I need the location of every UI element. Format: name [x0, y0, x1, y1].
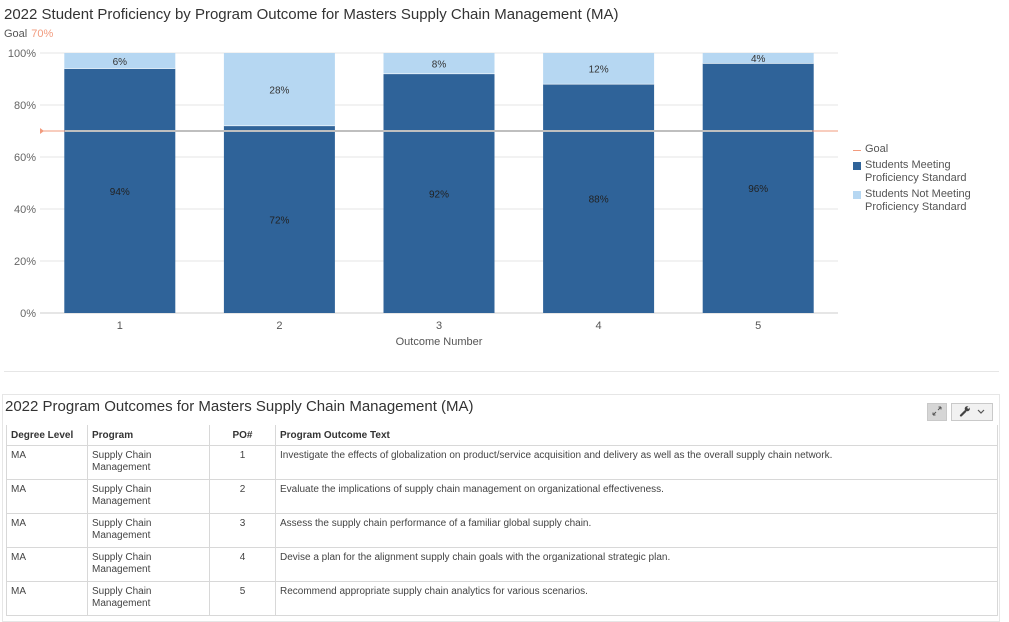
legend-item-goal[interactable]: Goal — [853, 143, 1003, 156]
data-label-not-meeting: 6% — [113, 57, 128, 68]
data-label-not-meeting: 4% — [751, 54, 766, 65]
bar-not-meeting — [223, 53, 335, 126]
header-outcome-text[interactable]: Program Outcome Text — [275, 425, 998, 446]
cell-po-number: 3 — [209, 513, 276, 548]
cell-degree-level: MA — [6, 513, 88, 548]
y-tick-label: 60% — [14, 152, 36, 164]
goal-line-swatch — [853, 150, 861, 151]
data-label-meeting: 94% — [110, 187, 130, 198]
chart-legend[interactable]: Goal Students Meeting Proficiency Standa… — [853, 143, 1003, 217]
goal-caption-label: Goal — [4, 28, 28, 40]
cell-degree-level: MA — [6, 581, 88, 616]
x-axis-label: Outcome Number — [396, 336, 483, 348]
header-degree-level[interactable]: Degree Level — [6, 425, 88, 446]
cell-outcome-text: Assess the supply chain performance of a… — [275, 513, 998, 548]
bar-meeting — [223, 125, 335, 313]
x-tick-label: 4 — [596, 320, 602, 332]
table-title: 2022 Program Outcomes for Masters Supply… — [5, 398, 474, 415]
bar-not-meeting — [64, 53, 176, 69]
settings-menu-button[interactable] — [951, 403, 993, 421]
goal-marker — [40, 128, 44, 134]
cell-program: Supply Chain Management — [87, 547, 210, 582]
outcomes-panel: 2022 Program Outcomes for Masters Supply… — [2, 394, 1000, 622]
data-label-meeting: 92% — [429, 189, 449, 200]
data-label-meeting: 88% — [589, 195, 609, 206]
legend-item-not-meeting[interactable]: Students Not Meeting Proficiency Standar… — [853, 188, 1003, 214]
data-label-meeting: 96% — [748, 184, 768, 195]
cell-outcome-text: Recommend appropriate supply chain analy… — [275, 581, 998, 616]
not-meeting-swatch — [853, 191, 861, 199]
cell-program: Supply Chain Management — [87, 581, 210, 616]
y-tick-label: 20% — [14, 256, 36, 268]
expand-icon — [932, 406, 942, 419]
y-tick-label: 80% — [14, 100, 36, 112]
cell-po-number: 5 — [209, 581, 276, 616]
bar-meeting — [702, 63, 814, 314]
cell-program: Supply Chain Management — [87, 513, 210, 548]
y-tick-label: 0% — [20, 308, 36, 320]
cell-degree-level: MA — [6, 547, 88, 582]
section-divider — [4, 371, 999, 372]
legend-label-meeting: Students Meeting Proficiency Standard — [865, 159, 967, 184]
cell-degree-level: MA — [6, 479, 88, 514]
table-row: MA Supply Chain Management 5 Recommend a… — [6, 581, 998, 616]
bar-meeting — [64, 68, 176, 313]
bar-not-meeting — [543, 53, 655, 85]
cell-program: Supply Chain Management — [87, 479, 210, 514]
cell-program: Supply Chain Management — [87, 445, 210, 480]
goal-caption-value: 70% — [31, 28, 54, 40]
table-row: MA Supply Chain Management 1 Investigate… — [6, 445, 998, 480]
panel-toolbar — [927, 403, 993, 421]
wrench-icon — [959, 405, 971, 420]
table-row: MA Supply Chain Management 2 Evaluate th… — [6, 479, 998, 514]
data-label-not-meeting: 12% — [589, 65, 609, 76]
bar-meeting — [383, 73, 495, 313]
cell-po-number: 4 — [209, 547, 276, 582]
cell-po-number: 2 — [209, 479, 276, 514]
x-tick-label: 3 — [436, 320, 442, 332]
data-label-not-meeting: 28% — [269, 85, 289, 96]
header-po-number[interactable]: PO# — [209, 425, 276, 446]
legend-label-not-meeting: Students Not Meeting Proficiency Standar… — [865, 188, 971, 213]
y-tick-label: 100% — [8, 48, 36, 60]
bar-not-meeting — [383, 53, 495, 74]
cell-outcome-text: Evaluate the implications of supply chai… — [275, 479, 998, 514]
bar-not-meeting — [702, 53, 814, 64]
chart-title: 2022 Student Proficiency by Program Outc… — [4, 6, 619, 23]
data-label-meeting: 72% — [269, 215, 289, 226]
outcomes-table: Degree Level Program PO# Program Outcome… — [6, 425, 998, 616]
cell-outcome-text: Devise a plan for the alignment supply c… — [275, 547, 998, 582]
data-label-not-meeting: 8% — [432, 59, 447, 70]
table-header-row: Degree Level Program PO# Program Outcome… — [6, 425, 998, 446]
table-row: MA Supply Chain Management 4 Devise a pl… — [6, 547, 998, 582]
cell-po-number: 1 — [209, 445, 276, 480]
cell-degree-level: MA — [6, 445, 88, 480]
cell-outcome-text: Investigate the effects of globalization… — [275, 445, 998, 480]
x-tick-label: 5 — [755, 320, 761, 332]
legend-label-goal: Goal — [865, 143, 889, 155]
bar-meeting — [543, 84, 655, 313]
legend-item-meeting[interactable]: Students Meeting Proficiency Standard — [853, 159, 1003, 185]
chevron-down-icon — [977, 406, 985, 418]
x-tick-label: 1 — [117, 320, 123, 332]
meeting-swatch — [853, 162, 861, 170]
expand-button[interactable] — [927, 403, 947, 421]
goal-caption: Goal 70% — [4, 28, 53, 40]
table-row: MA Supply Chain Management 3 Assess the … — [6, 513, 998, 548]
x-tick-label: 2 — [276, 320, 282, 332]
header-program[interactable]: Program — [87, 425, 210, 446]
proficiency-chart: 0% 20% 40% 60% 80% 100% 94% 6% 1 72% 28% 2 92% 8% 3 88%… — [8, 48, 838, 348]
y-tick-label: 40% — [14, 204, 36, 216]
